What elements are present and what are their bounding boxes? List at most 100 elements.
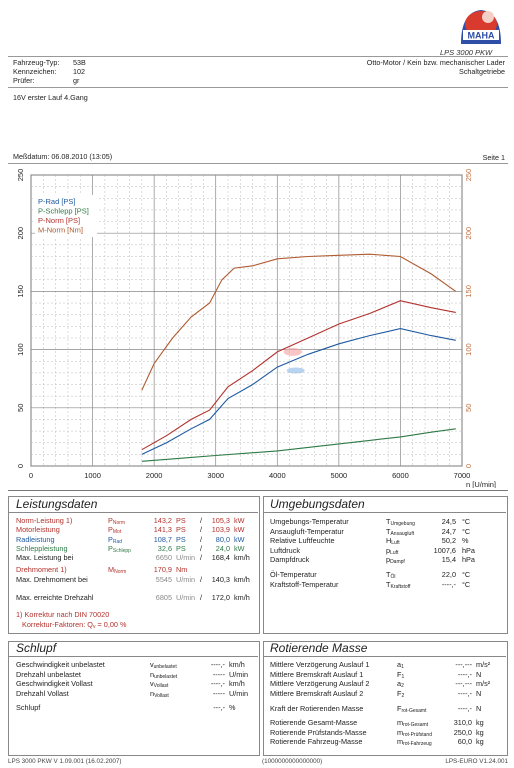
y-tick-label-right: 250: [464, 169, 473, 182]
y-tick-label-left: 50: [16, 404, 25, 412]
torque-sep: /: [200, 593, 203, 602]
leistung-unit2: kW: [234, 543, 245, 553]
brand-logo: MAHA: [457, 4, 505, 48]
leistung-value2: 105,3: [211, 516, 230, 525]
leistung-symbol: PRad: [108, 534, 123, 545]
masse-unit: kg: [476, 727, 484, 737]
torque-sep: /: [200, 575, 203, 584]
leistung-value2: 24,0: [215, 543, 230, 553]
x-tick-label: 1000: [84, 471, 101, 480]
schlupf-value: ----,-: [210, 660, 225, 669]
masse-value: ----,-: [457, 704, 472, 713]
symbol-subscript: 1: [401, 673, 405, 680]
y-tick-label-left: 150: [16, 285, 25, 298]
umgebung-symbol: TAnsaugluft: [386, 526, 415, 537]
x-tick-label: 4000: [269, 471, 286, 480]
umgebung-symbol: pLuft: [386, 545, 399, 556]
legend-entry: M-Norm [Nm]: [38, 226, 83, 235]
masse-symbol: Frot-Gesamt: [397, 704, 427, 714]
umgebung-label: Öl-Temperatur: [270, 570, 317, 579]
y-tick-label-left: 200: [16, 227, 25, 240]
masse-unit: m/s²: [476, 679, 491, 689]
korrektur-value: = 0,00 %: [95, 620, 127, 629]
symbol-subscript: Schlepp: [112, 547, 131, 554]
masse-unit: N: [476, 669, 482, 679]
field-label: Prüfer:: [13, 76, 35, 85]
leistung-value2: 80,0: [215, 534, 230, 544]
symbol-subscript: 2: [401, 692, 405, 699]
torque-label: Drehmoment 1): [16, 565, 67, 574]
torque-unit1: U/min: [176, 575, 196, 584]
umgebung-value: 24,7: [441, 526, 456, 536]
y-tick-label-left: 100: [16, 343, 25, 356]
umgebung-symbol: pDampf: [386, 555, 405, 566]
leistung-unit1: PS: [176, 543, 186, 553]
umgebung-unit: %: [462, 536, 469, 546]
y-tick-label-left: 250: [16, 169, 25, 182]
masse-unit: N: [476, 704, 482, 713]
symbol-subscript: Öl: [390, 574, 396, 580]
leistung-value1: 6650: [155, 553, 172, 563]
y-tick-label-right: 100: [464, 343, 473, 356]
legend-box: [35, 195, 97, 237]
masse-value: ---,---: [455, 679, 472, 689]
umgebung-label: Relative Luftfeuchte: [270, 536, 335, 546]
leistung-value2: 168,4: [211, 553, 230, 563]
leistung-unit1: PS: [176, 516, 186, 525]
umgebung-symbol: TUmgebung: [386, 517, 415, 527]
footer-left: LPS 3000 PKW V 1.09.001 (16.02.2007): [8, 758, 122, 765]
masse-label: Mittlere Bremskraft Auslauf 2: [270, 688, 364, 698]
umgebung-unit: °C: [462, 517, 471, 526]
x-tick-label: 3000: [207, 471, 224, 480]
umgebung-value: 1007,6: [433, 545, 456, 555]
leistung-label: Schleppleistung: [16, 543, 68, 553]
schlupf-symbol: nVollast: [150, 688, 169, 699]
masse-symbol: a2: [397, 679, 404, 690]
masse-label: Rotierende Gesamt-Masse: [270, 718, 358, 727]
umgebung-value: 50,2: [441, 536, 456, 546]
symbol-subscript: Kraftstoff: [390, 583, 411, 590]
masse-value: ---,---: [455, 660, 472, 669]
series-line: [141, 328, 456, 455]
umgebung-unit: °C: [462, 570, 471, 579]
y-tick-label-right: 0: [464, 464, 473, 468]
schlupf-value: ----,-: [210, 679, 225, 689]
torque-value2: 172,0: [211, 593, 230, 602]
torque-label: Max. erreichte Drehzahl: [16, 593, 94, 602]
leistung-label: Radleistung: [16, 534, 55, 544]
umgebung-panel: [263, 496, 508, 634]
umgebung-label: Kraftstoff-Temperatur: [270, 579, 339, 589]
schlupf-label: Geschwindigkeit Vollast: [16, 679, 93, 689]
footer-right: LPS-EURO V1.24.001: [445, 758, 508, 765]
leistung-sep: /: [200, 553, 203, 563]
torque-value2: 140,3: [211, 575, 230, 584]
schlupf-label: Drehzahl Vollast: [16, 688, 69, 698]
schlupf-title: Schlupf: [16, 641, 57, 655]
umgebung-label: Dampfdruck: [270, 555, 310, 565]
y-tick-label-left: 0: [16, 464, 25, 468]
leistung-unit1: PS: [176, 534, 186, 544]
leistung-value1: 32,6: [157, 543, 172, 553]
torque-unit2: km/h: [234, 575, 250, 584]
schlupf-value: ---,-: [213, 703, 225, 712]
symbol-subscript: unbelastet: [153, 664, 177, 670]
umgebung-unit: hPa: [462, 555, 475, 565]
schlupf-unit: km/h: [229, 679, 245, 689]
symbol-subscript: rot-Fahrzeug: [403, 741, 432, 748]
x-tick-label: 0: [29, 471, 33, 480]
masse-symbol: F2: [397, 688, 405, 699]
legend-entry: P-Schlepp [PS]: [38, 207, 89, 216]
transmission-line: Schaltgetriebe: [459, 67, 505, 76]
legend-entry: P-Norm [PS]: [38, 216, 80, 225]
schlupf-unit: %: [229, 703, 236, 712]
torque-symbol: MNorm: [108, 565, 127, 575]
schlupf-unit: U/min: [229, 669, 249, 679]
field-value: gr: [73, 76, 80, 85]
leistung-sep: /: [200, 543, 203, 553]
masse-value: ----,-: [457, 688, 472, 698]
leistung-unit1: U/min: [176, 553, 196, 563]
leistung-label: Max. Leistung bei: [16, 553, 74, 563]
schlupf-symbol: nunbelastet: [150, 669, 178, 680]
masse-label: Rotierende Prüfstands-Masse: [270, 727, 367, 737]
field-label: Kennzeichen:: [13, 67, 57, 76]
